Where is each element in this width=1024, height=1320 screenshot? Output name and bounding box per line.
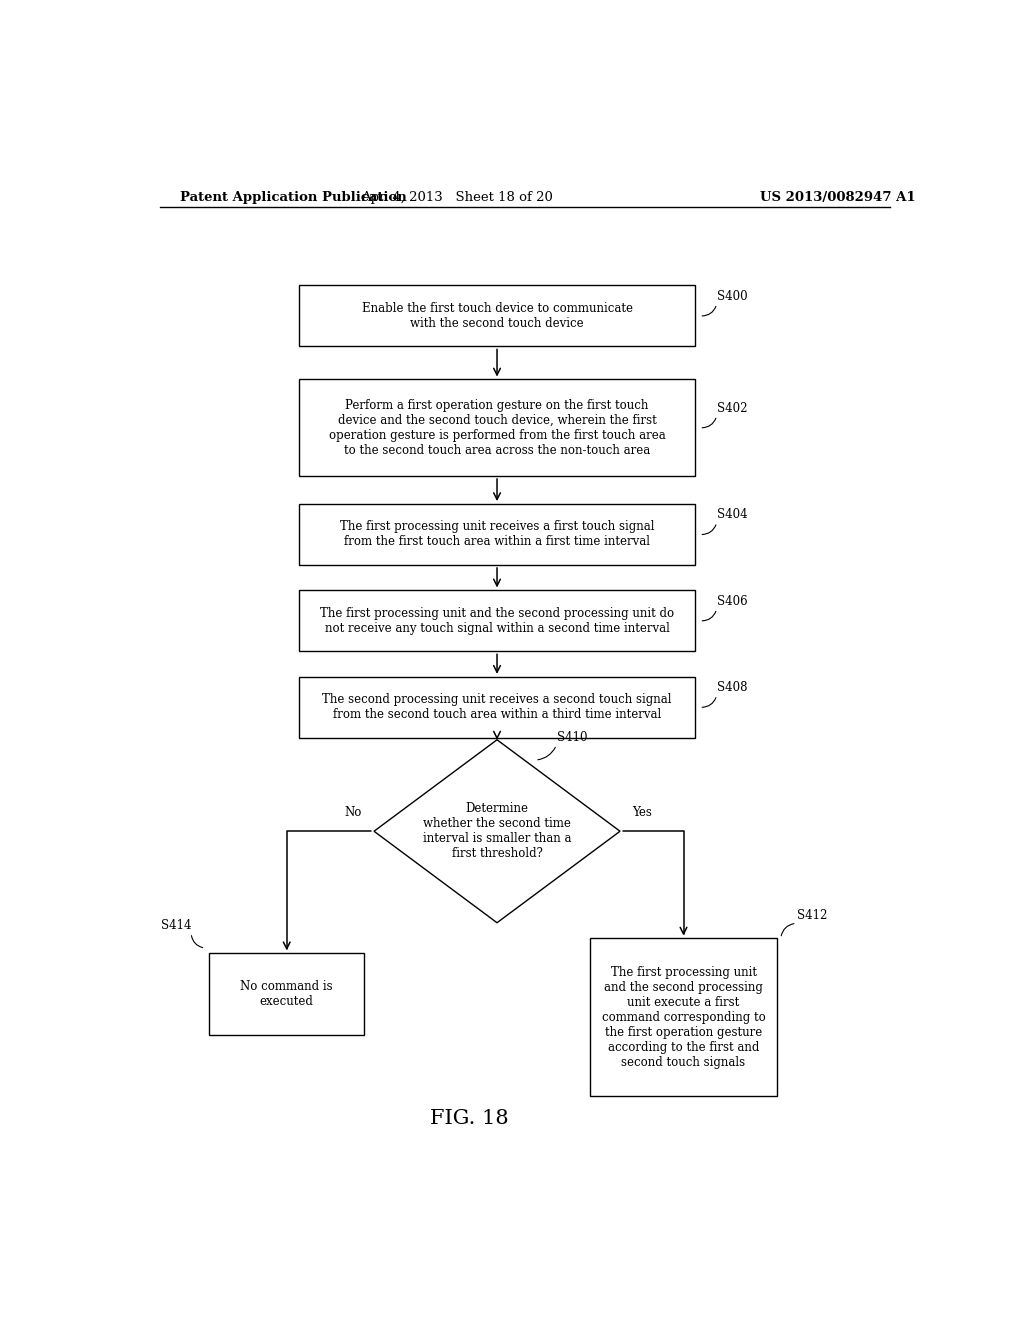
Bar [299, 677, 695, 738]
Text: Apr. 4, 2013   Sheet 18 of 20: Apr. 4, 2013 Sheet 18 of 20 [361, 190, 553, 203]
Text: S414: S414 [161, 919, 191, 932]
Text: S400: S400 [717, 289, 748, 302]
Text: S406: S406 [717, 594, 748, 607]
Text: The second processing unit receives a second touch signal
from the second touch : The second processing unit receives a se… [323, 693, 672, 721]
Text: Patent Application Publication: Patent Application Publication [179, 190, 407, 203]
Bar [299, 379, 695, 477]
Text: The first processing unit and the second processing unit do
not receive any touc: The first processing unit and the second… [319, 607, 674, 635]
Bar [590, 939, 777, 1096]
Bar [299, 285, 695, 346]
Text: S412: S412 [798, 909, 827, 923]
Text: US 2013/0082947 A1: US 2013/0082947 A1 [761, 190, 916, 203]
Text: Enable the first touch device to communicate
with the second touch device: Enable the first touch device to communi… [361, 302, 633, 330]
Text: S410: S410 [557, 731, 587, 744]
Text: Perform a first operation gesture on the first touch
device and the second touch: Perform a first operation gesture on the… [329, 399, 666, 457]
Bar [299, 504, 695, 565]
Text: No command is
executed: No command is executed [241, 979, 333, 1008]
Text: The first processing unit
and the second processing
unit execute a first
command: The first processing unit and the second… [602, 966, 765, 1069]
Bar [209, 953, 365, 1035]
Text: S404: S404 [717, 508, 748, 521]
Text: S408: S408 [717, 681, 748, 694]
Text: Yes: Yes [632, 807, 652, 820]
Polygon shape [374, 739, 620, 923]
Text: No: No [345, 807, 362, 820]
Text: Determine
whether the second time
interval is smaller than a
first threshold?: Determine whether the second time interv… [423, 803, 571, 861]
Text: FIG. 18: FIG. 18 [430, 1109, 509, 1129]
Text: S402: S402 [717, 401, 748, 414]
Bar [299, 590, 695, 651]
Text: The first processing unit receives a first touch signal
from the first touch are: The first processing unit receives a fir… [340, 520, 654, 549]
